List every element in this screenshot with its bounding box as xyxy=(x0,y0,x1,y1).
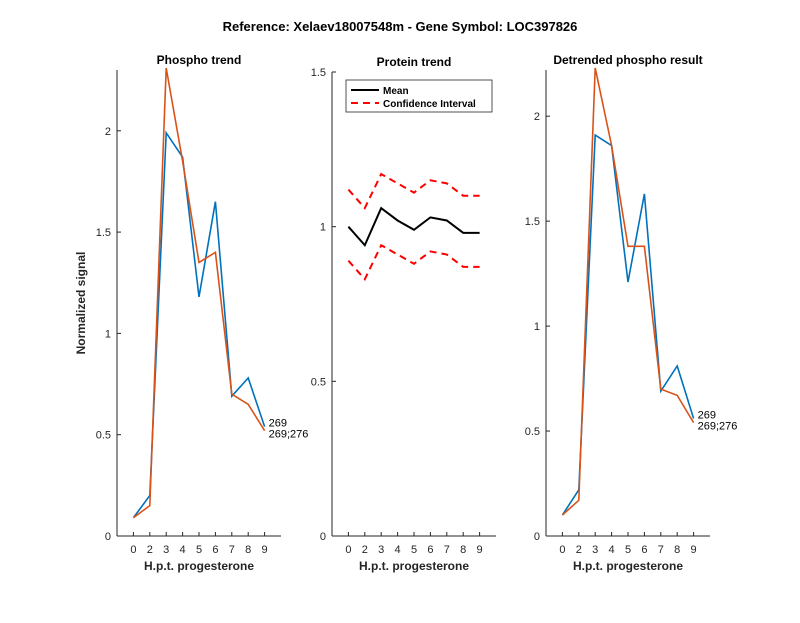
x-tick-label: 6 xyxy=(212,544,218,556)
y-tick-label: 0 xyxy=(320,531,326,543)
series-end-label: 269;276 xyxy=(698,421,738,433)
x-axis-label: H.p.t. progesterone xyxy=(359,559,469,573)
x-tick-label: 7 xyxy=(444,544,450,556)
series-end-label: 269 xyxy=(269,418,287,430)
x-axis-label: H.p.t. progesterone xyxy=(573,559,683,573)
series-line-3 xyxy=(347,243,480,282)
x-tick-label: 0 xyxy=(130,544,136,556)
subplot-title: Phospho trend xyxy=(157,53,242,67)
y-tick-label: 0 xyxy=(105,531,111,543)
x-tick-label: 5 xyxy=(625,544,631,556)
y-tick-label: 1 xyxy=(320,222,326,234)
legend: Mean Confidence Interval xyxy=(345,79,493,113)
x-tick-label: 0 xyxy=(345,544,351,556)
series-line-1 xyxy=(132,130,266,519)
y-tick-label: 0 xyxy=(534,531,540,543)
x-tick-label: 5 xyxy=(196,544,202,556)
y-tick-label: 0.5 xyxy=(311,376,326,388)
x-tick-label: 4 xyxy=(609,544,615,556)
y-tick-label: 0.5 xyxy=(525,426,540,438)
subplot-title: Protein trend xyxy=(377,55,452,69)
series-end-label: 269 xyxy=(698,409,716,421)
series-line-2 xyxy=(132,67,266,519)
series-line-1 xyxy=(347,206,480,248)
x-tick-label: 7 xyxy=(658,544,664,556)
x-tick-label: 2 xyxy=(362,544,368,556)
subplot-title: Detrended phospho result xyxy=(553,53,702,67)
series-line-2 xyxy=(561,67,695,516)
y-axis-label: Normalized signal xyxy=(74,252,88,355)
series-line-1 xyxy=(561,133,695,516)
x-axis-label: H.p.t. progesterone xyxy=(144,559,254,573)
y-tick-label: 1.5 xyxy=(525,216,540,228)
legend-label: Confidence Interval xyxy=(383,99,476,110)
x-tick-label: 3 xyxy=(378,544,384,556)
x-tick-label: 3 xyxy=(592,544,598,556)
legend-box xyxy=(345,79,493,113)
x-tick-label: 4 xyxy=(395,544,401,556)
y-tick-label: 1.5 xyxy=(311,67,326,79)
x-tick-label: 8 xyxy=(245,544,251,556)
x-tick-label: 4 xyxy=(180,544,186,556)
y-tick-label: 1 xyxy=(105,328,111,340)
y-tick-label: 1 xyxy=(534,321,540,333)
x-tick-label: 6 xyxy=(427,544,433,556)
series-end-label: 269;276 xyxy=(269,429,309,441)
x-tick-label: 2 xyxy=(576,544,582,556)
x-tick-label: 7 xyxy=(229,544,235,556)
x-tick-label: 9 xyxy=(477,544,483,556)
x-tick-label: 2 xyxy=(147,544,153,556)
x-tick-label: 8 xyxy=(674,544,680,556)
figure-suptitle: Reference: Xelaev18007548m - Gene Symbol… xyxy=(223,19,578,34)
y-tick-label: 1.5 xyxy=(96,227,111,239)
y-tick-label: 2 xyxy=(534,111,540,123)
x-tick-label: 6 xyxy=(641,544,647,556)
y-tick-label: 0.5 xyxy=(96,430,111,442)
x-tick-label: 9 xyxy=(262,544,268,556)
x-tick-label: 8 xyxy=(460,544,466,556)
x-tick-label: 3 xyxy=(163,544,169,556)
legend-label: Mean xyxy=(383,86,409,97)
x-tick-label: 9 xyxy=(691,544,697,556)
series-line-2 xyxy=(347,172,480,210)
x-tick-label: 5 xyxy=(411,544,417,556)
x-tick-label: 0 xyxy=(559,544,565,556)
y-tick-label: 2 xyxy=(105,126,111,138)
